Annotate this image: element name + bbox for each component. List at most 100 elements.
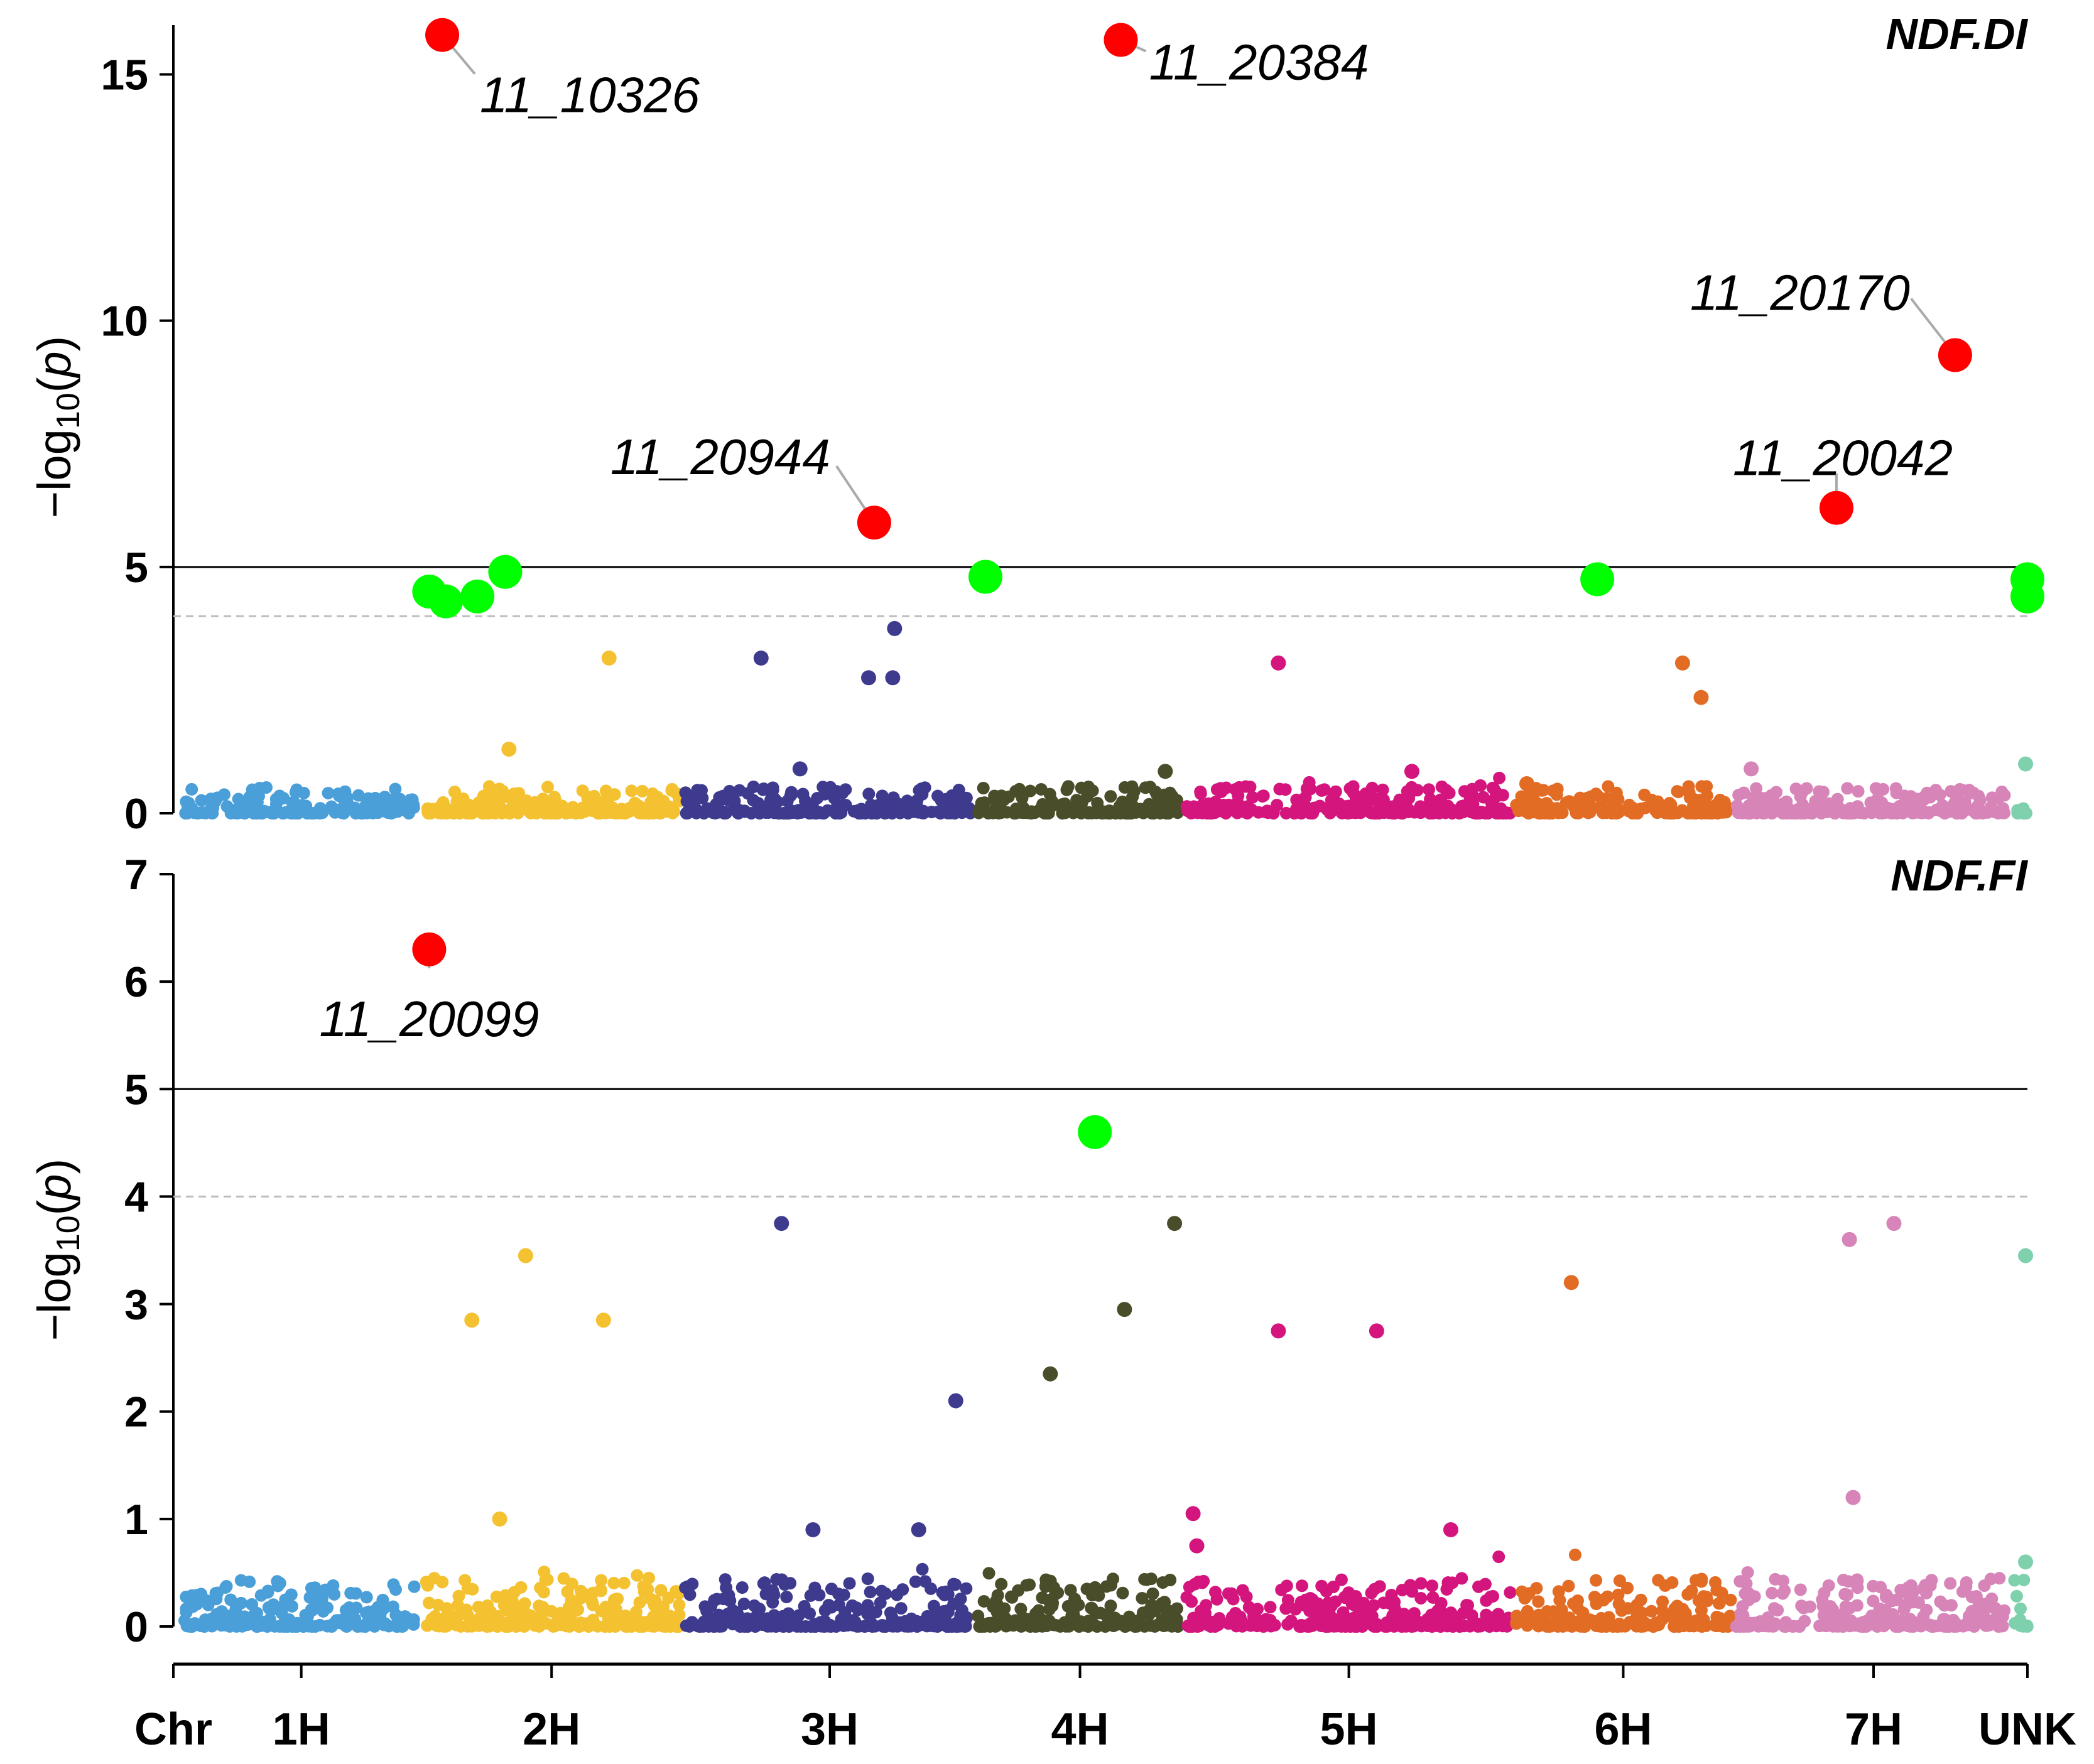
snp-point (1043, 787, 1056, 801)
snp-point (1550, 1610, 1563, 1623)
snp-point-notable (1271, 1323, 1286, 1339)
snp-point (995, 789, 1008, 803)
snp-point (1242, 1601, 1256, 1614)
snp-point (372, 1615, 385, 1628)
snp-point (1457, 805, 1470, 818)
snp-point (1944, 1577, 1957, 1590)
snp-point (780, 1591, 793, 1604)
snp-point (1446, 1608, 1459, 1621)
y-tick-label: 3 (124, 1281, 148, 1329)
snp-point (1365, 781, 1379, 794)
snp-point (978, 796, 991, 809)
snp-point (806, 806, 820, 820)
snp-point (1075, 781, 1088, 794)
snp-point (537, 1586, 550, 1599)
snp-point (545, 1604, 558, 1618)
snp-point (1004, 1590, 1017, 1603)
snp-point (711, 806, 724, 819)
snp-point (1607, 1620, 1620, 1633)
snp-point (440, 1602, 453, 1615)
snp-point (1590, 1574, 1603, 1587)
snp-point (1412, 1615, 1425, 1628)
snp-point (566, 1606, 579, 1620)
snp-point (1411, 784, 1424, 797)
snp-point-notable (1845, 1490, 1861, 1505)
x-tick-label: UNK (1978, 1704, 2076, 1755)
snp-point (643, 806, 656, 820)
snp-point (862, 787, 876, 801)
snp-point (1532, 1595, 1545, 1608)
snp-point (818, 787, 832, 801)
snp-point (243, 1575, 256, 1588)
snp-point (1880, 1588, 1893, 1601)
snp-point (261, 1584, 274, 1598)
snp-point (1348, 1620, 1362, 1633)
snp-point (1867, 1579, 1880, 1593)
snp-point-notable (805, 1522, 821, 1537)
snp-point (1150, 787, 1163, 801)
snp-point (469, 1617, 482, 1630)
snp-point (1183, 1581, 1196, 1594)
snp-point (1212, 1618, 1225, 1631)
snp-point (513, 804, 526, 817)
snp-point-notable (518, 1248, 533, 1263)
snp-point (637, 1620, 651, 1633)
suggestive-snp-point (1580, 562, 1615, 597)
snp-point (1833, 1619, 1847, 1632)
snp-point (1367, 1620, 1381, 1633)
snp-point (2017, 802, 2030, 815)
snp-point (1710, 1584, 1723, 1597)
snp-point (1960, 1576, 1973, 1589)
snp-point (423, 1596, 436, 1610)
snp-point (692, 1620, 705, 1633)
snp-point (1266, 1619, 1279, 1632)
snp-point (1681, 1588, 1695, 1601)
snp-point (509, 1616, 522, 1629)
snp-point (1764, 801, 1777, 814)
snp-point (251, 796, 264, 809)
snp-point (846, 1599, 859, 1612)
snp-point (1214, 782, 1227, 795)
snp-point (1080, 1583, 1093, 1596)
snp-point (861, 1572, 874, 1586)
snp-point (371, 806, 384, 820)
snp-point (1303, 776, 1316, 789)
snp-point (349, 801, 362, 814)
snp-point (1171, 1620, 1185, 1633)
snp-point (1025, 805, 1038, 818)
snp-point (1209, 1586, 1222, 1599)
snp-point (1049, 1588, 1062, 1601)
snp-point (637, 1579, 650, 1593)
snp-point (1961, 1618, 1974, 1631)
snp-point (1492, 1550, 1505, 1564)
snp-point (2014, 1613, 2027, 1626)
snp-point (1239, 780, 1252, 793)
snp-point (1431, 1604, 1445, 1617)
snp-point (909, 1575, 922, 1588)
snp-point (322, 786, 335, 799)
snp-point (1824, 1599, 1837, 1613)
snp-point (887, 791, 900, 804)
snp-point (595, 1574, 608, 1587)
snp-point (673, 1598, 686, 1611)
snp-point (1201, 1618, 1214, 1631)
snp-point (1118, 781, 1131, 794)
snp-point (184, 1620, 197, 1633)
snp-point (1144, 1619, 1158, 1632)
snp-point (316, 806, 329, 820)
snp-point (1776, 1587, 1789, 1600)
snp-point (1671, 1599, 1684, 1613)
snp-point (725, 1613, 739, 1626)
snp-point (285, 1588, 298, 1601)
snp-point (1510, 1616, 1523, 1630)
snp-point (503, 806, 516, 820)
snp-point (1922, 806, 1935, 819)
snp-point (1139, 781, 1152, 794)
snp-point (915, 782, 928, 796)
snp-point (247, 1609, 261, 1622)
snp-point (1007, 1619, 1020, 1632)
snp-point (769, 795, 783, 808)
snp-point (1602, 780, 1615, 793)
snp-point (1562, 1579, 1575, 1593)
snp-point (1979, 1619, 1992, 1632)
